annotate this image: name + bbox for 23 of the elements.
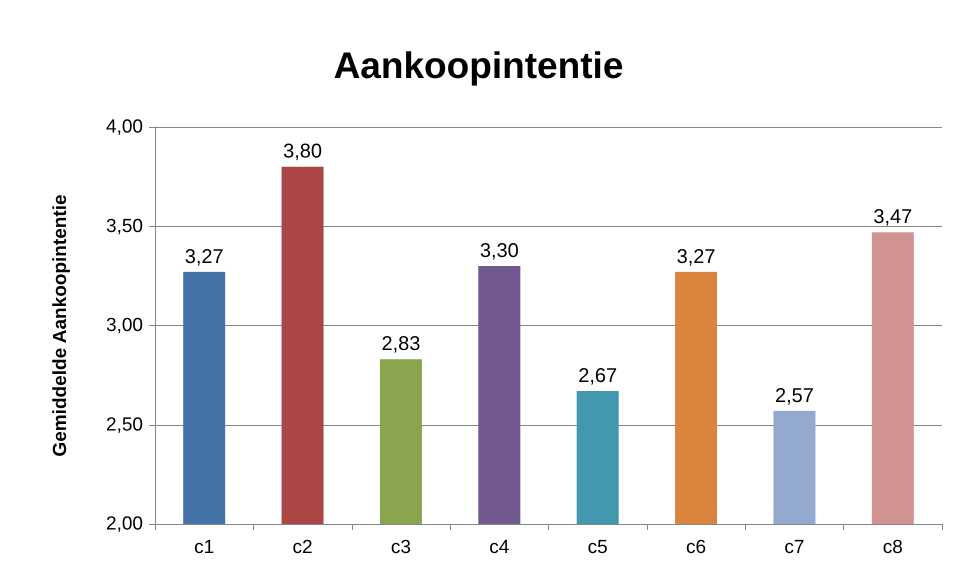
x-tick-label: c8 xyxy=(882,537,903,558)
x-tick-label: c4 xyxy=(489,537,510,558)
data-label: 2,83 xyxy=(381,333,420,356)
data-label: 2,67 xyxy=(578,365,618,388)
y-tick-label: 2,00 xyxy=(106,514,143,534)
data-label: 3,27 xyxy=(184,246,224,268)
data-label: 3,30 xyxy=(480,240,519,262)
data-label: 2,57 xyxy=(774,384,814,407)
data-label: 3,27 xyxy=(676,246,716,268)
y-tick-label: 2,50 xyxy=(106,414,143,436)
x-tick-label: c7 xyxy=(784,537,804,558)
y-tick-label: 3,00 xyxy=(106,315,143,336)
x-tick-label: c6 xyxy=(686,537,706,558)
x-tick-label: c2 xyxy=(292,537,313,558)
data-label: 3,47 xyxy=(873,206,912,228)
chart-title: Aankoopintentie xyxy=(334,45,624,86)
x-tick-label: c5 xyxy=(588,537,608,558)
data-label: 3,80 xyxy=(283,140,322,163)
y-axis-title: Gemiddelde Aankoopintentie xyxy=(50,194,71,457)
x-tick-label: c3 xyxy=(390,537,411,558)
y-tick-label: 3,50 xyxy=(106,216,143,237)
y-tick-label: 4,00 xyxy=(106,116,143,138)
x-tick-label: c1 xyxy=(194,537,214,558)
